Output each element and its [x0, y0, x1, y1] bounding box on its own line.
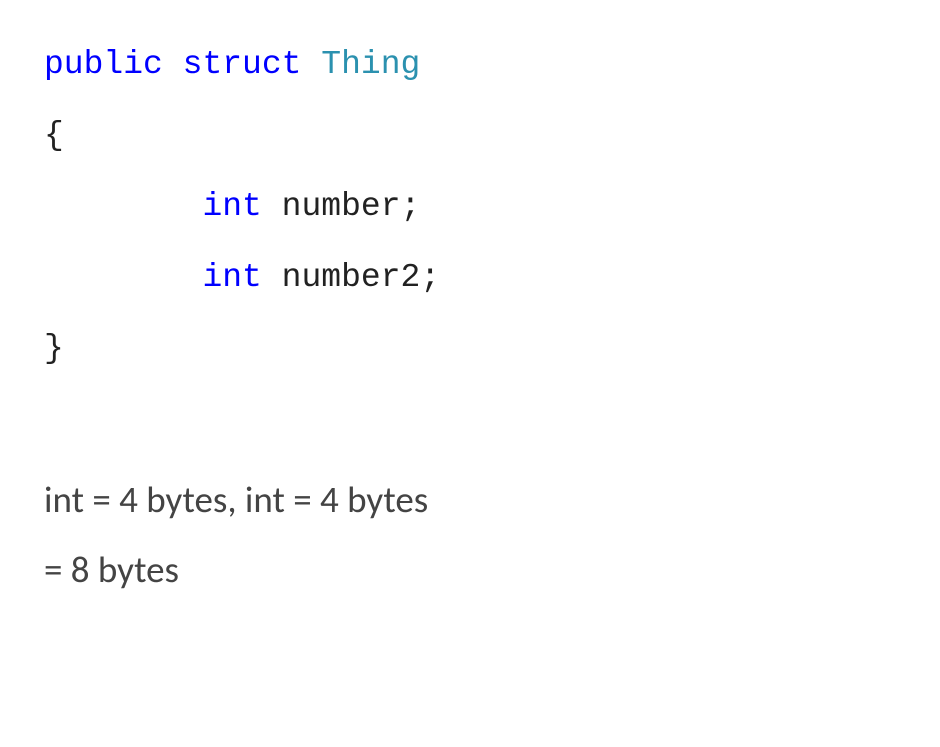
- space: [262, 188, 282, 225]
- space: [301, 46, 321, 83]
- page: public struct Thing { int number; int nu…: [0, 0, 940, 747]
- annotation-line-1: int = 4 bytes, int = 4 bytes: [44, 465, 896, 535]
- keyword-public: public: [44, 46, 163, 83]
- close-brace: }: [44, 330, 64, 367]
- annotation-block: int = 4 bytes, int = 4 bytes = 8 bytes: [44, 465, 896, 606]
- annotation-line-2: = 8 bytes: [44, 535, 896, 605]
- indent: [44, 188, 202, 225]
- field-number2: number2;: [282, 259, 440, 296]
- space: [163, 46, 183, 83]
- field-number: number;: [282, 188, 421, 225]
- type-name: Thing: [321, 46, 420, 83]
- keyword-int: int: [202, 188, 261, 225]
- space: [262, 259, 282, 296]
- indent: [44, 259, 202, 296]
- open-brace: {: [44, 117, 64, 154]
- code-block: public struct Thing { int number; int nu…: [44, 30, 896, 385]
- keyword-int: int: [202, 259, 261, 296]
- keyword-struct: struct: [183, 46, 302, 83]
